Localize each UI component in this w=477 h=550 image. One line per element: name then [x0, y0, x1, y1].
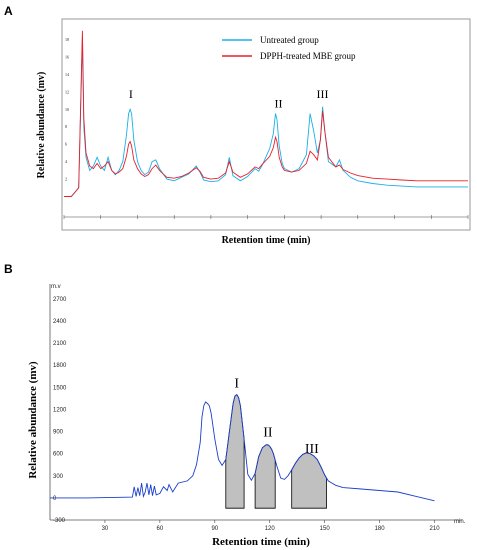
panel-a-y-axis-title: Relative abundance (mv): [36, 72, 47, 179]
panel-b-xtick-label: 120: [265, 526, 276, 532]
panel-b-xtick-label: 150: [320, 526, 331, 532]
panel-b-ytick-label: 300: [53, 474, 64, 480]
panel-b-ticks: 2700 2400 2100 1800 1500 1200 900 600 300 -300 0 30…: [53, 297, 440, 532]
panel-b-ytick-label: 2700: [53, 297, 67, 303]
panel-b-xtick-label: 180: [375, 526, 386, 532]
panel-a-peak-label: I: [129, 87, 133, 101]
panel-b-letter: B: [4, 262, 13, 276]
panel-b-peak-label: III: [305, 442, 319, 457]
panel-a-letter: A: [4, 4, 13, 18]
panel-a-ytick-label: 18: [65, 37, 69, 42]
series-dpph-line: [64, 30, 468, 197]
panel-b-xtick-label: 60: [157, 526, 164, 532]
panel-a-ytick-label: 4: [65, 159, 67, 164]
panel-a-ytick-label: 10: [65, 107, 69, 112]
panel-a-peak-label: II: [274, 97, 282, 111]
panel-a-ytick-label: 6: [65, 142, 67, 147]
panel-b-ytick-label: 1500: [53, 385, 67, 391]
panel-b-xtick-label: 210: [430, 526, 441, 532]
panel-b-xtick-label: 30: [102, 526, 109, 532]
panel-a-ytick-label: 14: [65, 72, 69, 77]
panel-a-peak-label: III: [317, 87, 329, 101]
panel-b-xtick-label: 90: [211, 526, 218, 532]
panel-b-plot: [50, 393, 435, 502]
panel-b-ytick-label: -300: [53, 518, 66, 524]
panel-b-peak-label: I: [234, 376, 239, 391]
panel-a-ytick-label: 8: [65, 124, 67, 129]
panel-b-ytick-label: 1800: [53, 363, 67, 369]
panel-a-ticks: 18 16 14 12 10 8 6 4 2: [63, 37, 469, 219]
panel-b-ytick-label: 600: [53, 452, 64, 458]
panel-a-frame: [61, 18, 471, 231]
panel-b-x-axis-title: Retention time (min): [212, 536, 310, 548]
legend-dpph-label: DPPH-treated MBE group: [260, 51, 356, 61]
legend-untreated-label: Untreated group: [260, 35, 319, 45]
panel-a-ytick-label: 12: [65, 89, 69, 94]
panel-b-x-unit: min.: [454, 519, 466, 525]
panel-a-x-axis-title: Retention time (min): [222, 235, 311, 246]
panel-a-ytick-label: 2: [65, 177, 67, 182]
panel-b-y-unit: m.v: [51, 284, 61, 290]
panel-b-ytick-label: 0: [53, 496, 57, 502]
panel-b-y-axis-title: Relative abundance (mv): [27, 361, 39, 479]
panel-a-legend: Untreated group DPPH-treated MBE group: [222, 35, 356, 61]
panel-a-ytick-label: 16: [65, 54, 69, 59]
panel-b-ytick-label: 900: [53, 430, 64, 436]
panel-b-series-line: [50, 393, 435, 502]
panel-b-ytick-label: 1200: [53, 407, 67, 413]
panel-b-ytick-label: 2400: [53, 319, 67, 325]
panel-b-ytick-label: 2100: [53, 341, 67, 347]
panel-a-plot: [64, 30, 468, 197]
panel-b-peak-label: II: [263, 426, 273, 441]
fraction-II-area: [254, 444, 276, 509]
